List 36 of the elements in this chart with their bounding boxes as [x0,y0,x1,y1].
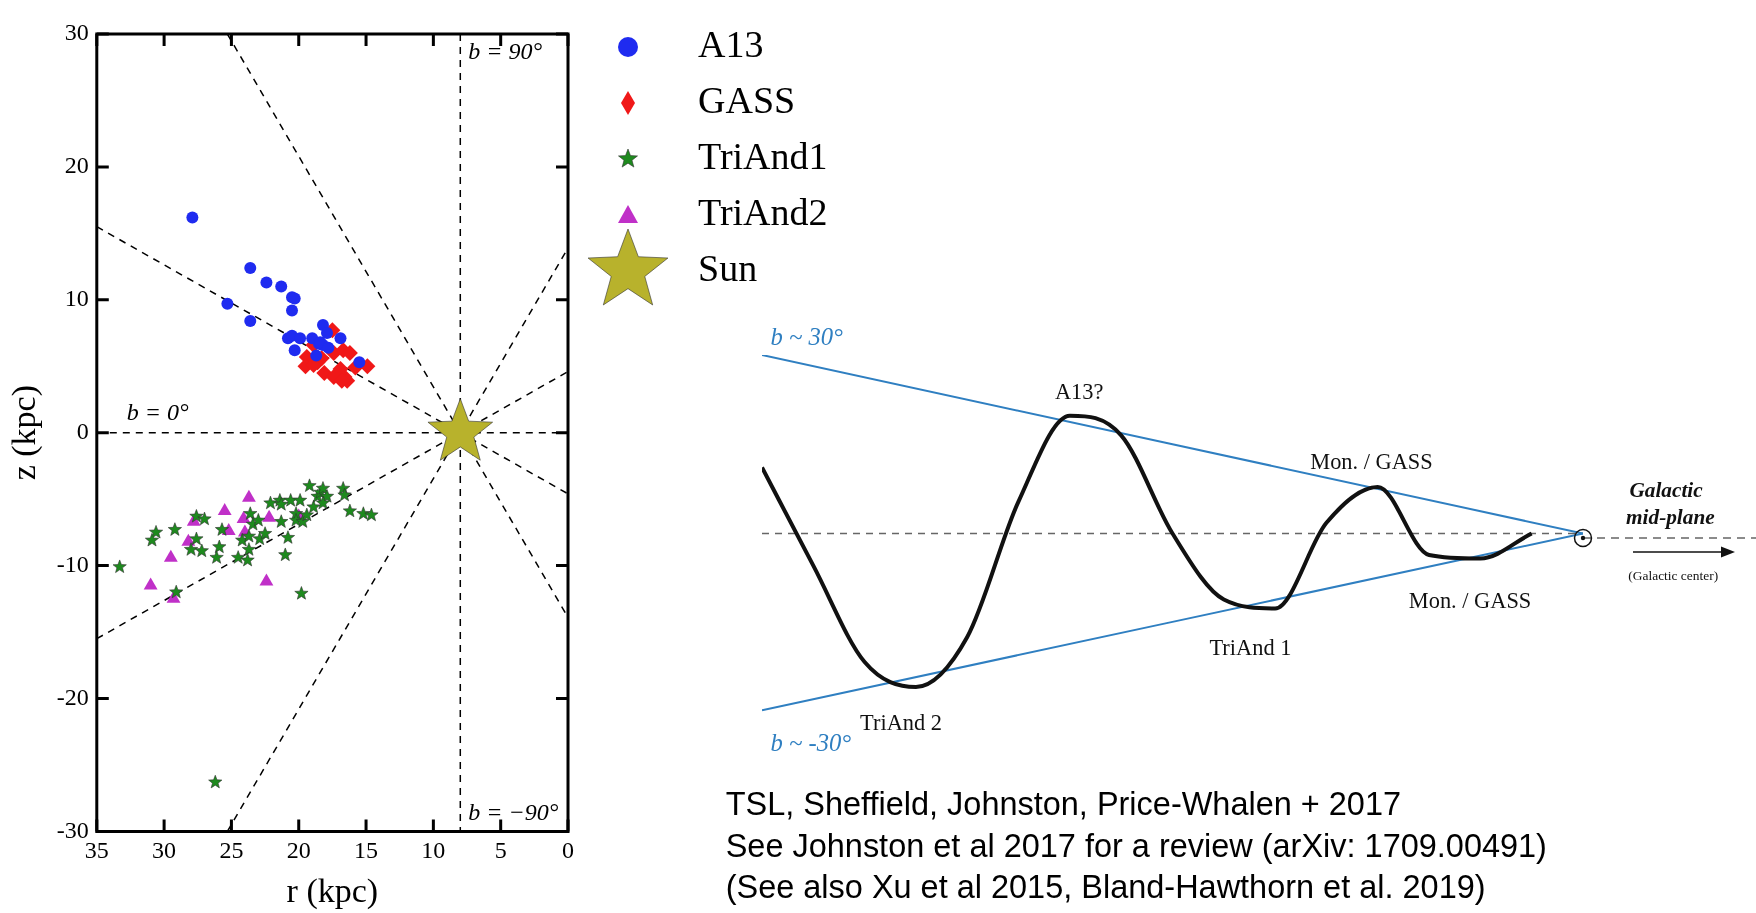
annotation: A13? [1054,378,1104,405]
y-axis-title: z (kpc) [5,385,44,481]
annotation: Mon. / GASS [1408,587,1532,614]
text: b ~ -30° [770,729,852,758]
text: b ~ 30° [770,322,843,351]
annotation: Mon. / GASS [1310,449,1433,476]
annotation: b = −90° [468,799,559,827]
legend-label: Sun [698,246,758,289]
y-tick-label: -10 [56,550,89,577]
x-tick-label: 25 [219,837,244,864]
x-tick-label: 20 [286,837,311,864]
y-tick-label: 20 [64,152,89,179]
x-tick-label: 5 [494,837,507,864]
y-tick-label: -20 [56,683,89,710]
text: TSL, Sheffield, Johnston, Price-Whalen + 2017 [725,786,1402,824]
legend-label: GASS [698,78,796,121]
legend-label: TriAnd2 [698,190,828,233]
x-axis-title: r (kpc) [286,871,379,910]
legend-label: A13 [698,22,764,65]
annotation: b = 90° [468,38,543,65]
text: mid-plane [1626,505,1715,531]
legend-label: TriAnd1 [698,134,828,177]
x-tick-label: 10 [421,837,446,864]
y-tick-label: 30 [64,19,89,46]
text: (See also Xu et al 2015, Bland-Hawthorn et al. 2019) [725,869,1486,907]
annotation: TriAnd 1 [1209,634,1292,661]
x-tick-label: 30 [152,837,177,864]
x-tick-label: 15 [354,837,379,864]
x-tick-label: 0 [562,837,574,864]
text: See Johnston et al 2017 for a review (arXiv: 1709.00491) [725,827,1547,865]
text: (Galactic center) [1628,567,1719,584]
annotation: TriAnd 2 [860,710,942,736]
annotation: b = 0° [126,398,189,426]
y-tick-label: 0 [76,418,89,444]
y-tick-label: 10 [64,285,89,312]
text: Galactic [1629,478,1703,504]
